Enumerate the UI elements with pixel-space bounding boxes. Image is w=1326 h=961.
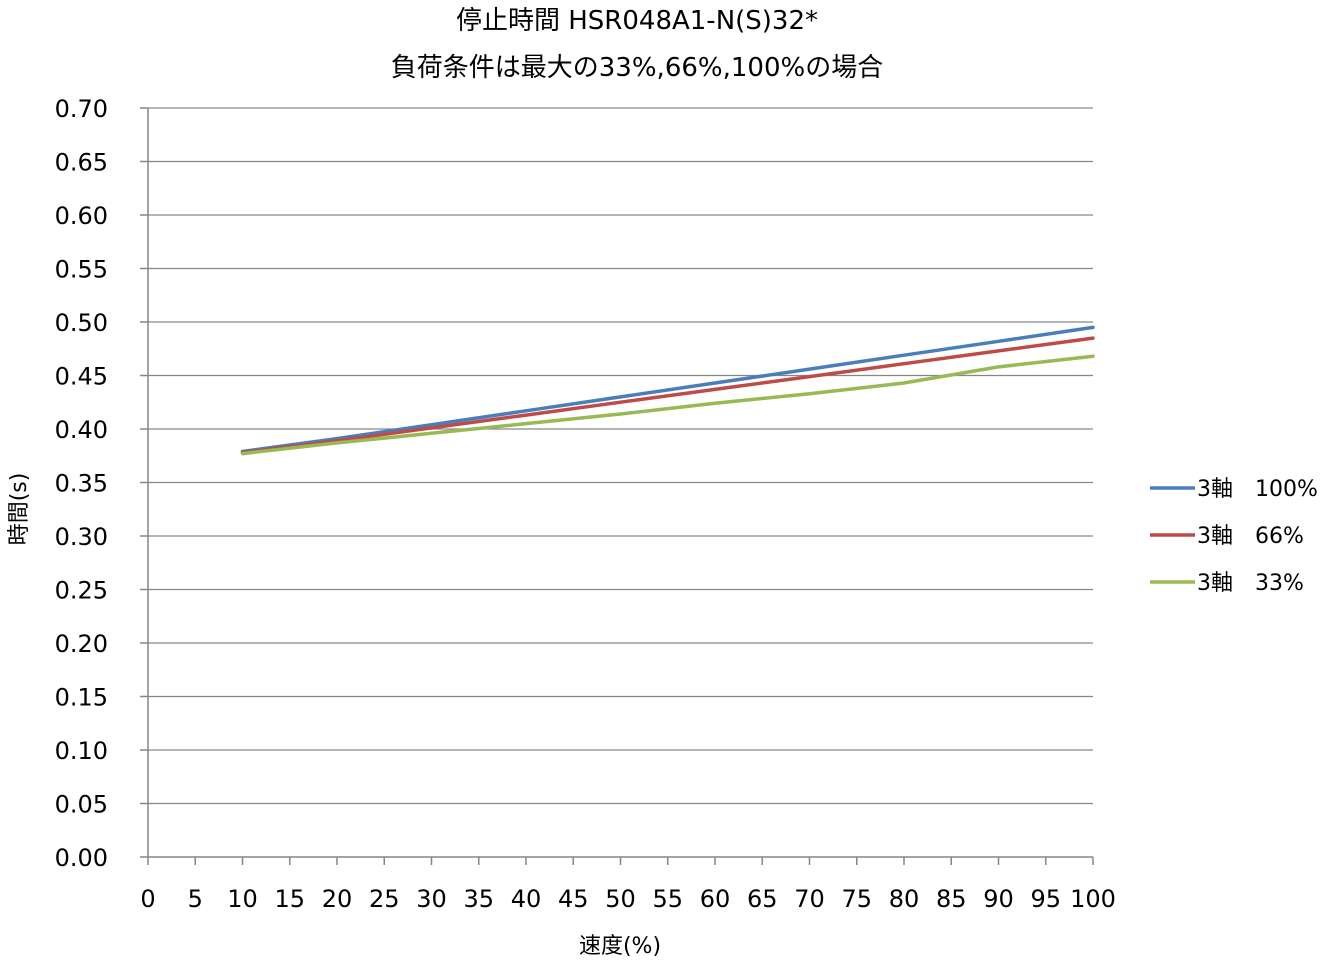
- y-axis-label: 時間(s): [7, 473, 32, 546]
- x-tick-label: 20: [322, 885, 353, 913]
- y-tick-label: 0.40: [55, 416, 108, 444]
- x-tick-label: 95: [1030, 885, 1061, 913]
- series-line-1: [240, 325, 1095, 454]
- y-tick-labels: 0.00 0.05 0.10 0.15 0.20 0.25 0.30 0.35 0.40 0.45…: [55, 95, 108, 872]
- x-tick-label: 70: [794, 885, 825, 913]
- chart-title-line-1: 停止時間 HSR048A1-N(S)32*: [456, 6, 818, 36]
- x-tick-label: 75: [841, 885, 872, 913]
- x-tick-label: 15: [274, 885, 305, 913]
- x-tick-label: 10: [227, 885, 258, 913]
- series-lines: [240, 325, 1095, 456]
- y-tick-label: 0.60: [55, 202, 108, 230]
- x-tick-label: 45: [558, 885, 589, 913]
- series-line-2: [240, 336, 1095, 455]
- y-tick-label: 0.70: [55, 95, 108, 123]
- legend-label-2: 3軸 66%: [1197, 524, 1304, 549]
- x-tick-label: 5: [188, 885, 203, 913]
- legend-label-3: 3軸 33%: [1197, 571, 1304, 596]
- y-tick-label: 0.30: [55, 523, 108, 551]
- y-tick-label: 0.00: [55, 844, 108, 872]
- y-tick-label: 0.55: [55, 256, 108, 284]
- x-tick-label: 65: [747, 885, 778, 913]
- legend: 3軸 100% 3軸 66% 3軸 33%: [1150, 477, 1318, 596]
- x-tick-label: 25: [369, 885, 400, 913]
- gridlines: [148, 107, 1093, 805]
- y-tick-label: 0.35: [55, 470, 108, 498]
- x-tick-label: 60: [700, 885, 731, 913]
- x-tick-label: 50: [605, 885, 636, 913]
- x-tick-labels: 0 5 10 15 20 25 30 35 40 45 50 55 60 65 70 75 80 85 90 95 10…: [140, 885, 1116, 913]
- y-tick-label: 0.20: [55, 630, 108, 658]
- y-tick-label: 0.10: [55, 737, 108, 765]
- x-tick-label: 80: [889, 885, 920, 913]
- y-tick-label: 0.05: [55, 791, 108, 819]
- y-tick-label: 0.65: [55, 149, 108, 177]
- y-tick-label: 0.15: [55, 684, 108, 712]
- series-line-3: [240, 354, 1095, 456]
- x-tick-label: 55: [652, 885, 683, 913]
- x-axis-label: 速度(%): [579, 934, 661, 959]
- x-tick-label: 85: [936, 885, 967, 913]
- x-tick-label: 35: [463, 885, 494, 913]
- y-tick-label: 0.45: [55, 363, 108, 391]
- x-tick-label: 100: [1070, 885, 1116, 913]
- chart-title-line-2: 負荷条件は最大の33%,66%,100%の場合: [391, 53, 883, 83]
- axes: [140, 107, 1094, 865]
- x-tick-label: 40: [511, 885, 542, 913]
- y-tick-label: 0.25: [55, 577, 108, 605]
- legend-label-1: 3軸 100%: [1197, 477, 1318, 502]
- x-tick-label: 90: [983, 885, 1014, 913]
- x-tick-label: 0: [140, 885, 155, 913]
- y-tick-label: 0.50: [55, 309, 108, 337]
- x-tick-label: 30: [416, 885, 447, 913]
